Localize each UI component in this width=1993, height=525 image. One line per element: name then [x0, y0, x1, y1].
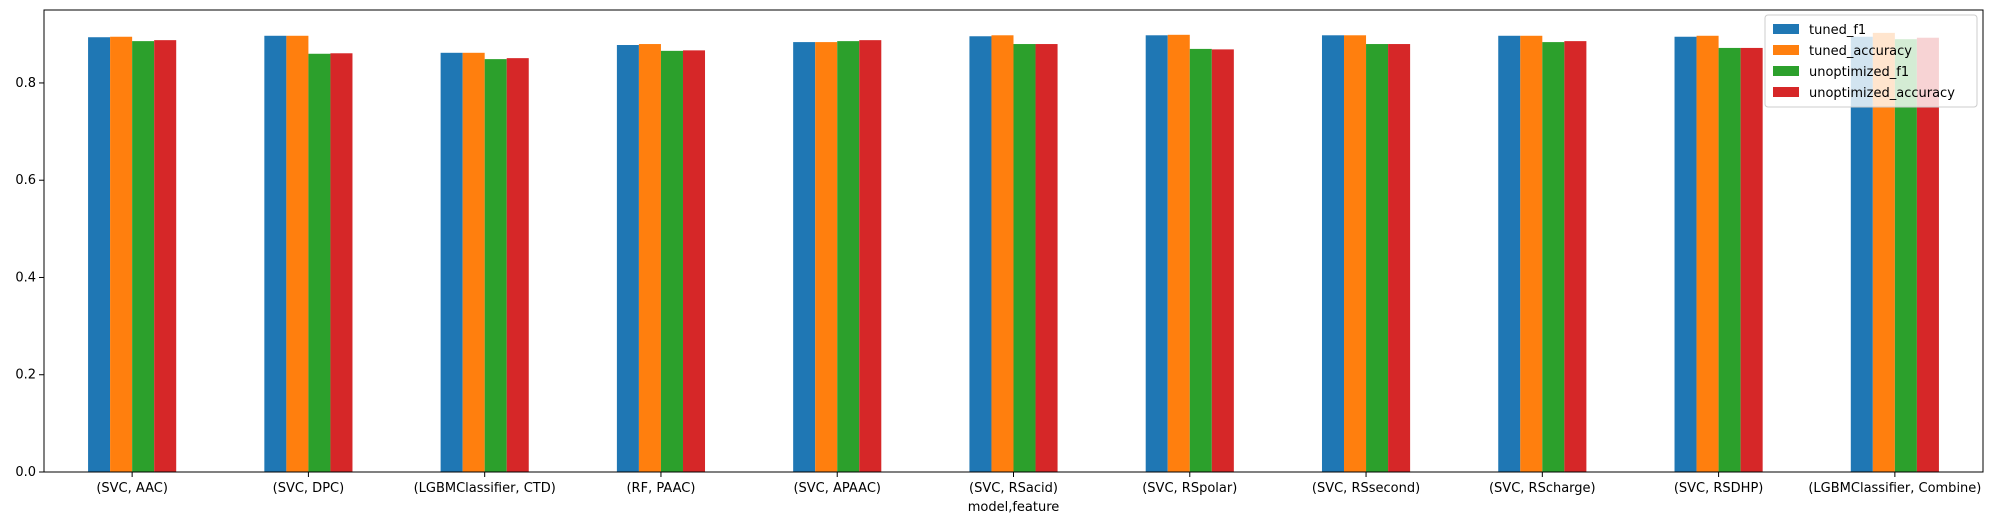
- bar-unoptimized-accuracy-0: [154, 40, 177, 472]
- legend-swatch-tuned-f1: [1773, 24, 1799, 34]
- x-tick-label: (SVC, RSacid): [969, 481, 1058, 496]
- bar-unoptimized-accuracy-2: [506, 58, 529, 472]
- bar-tuned-f1-9: [1674, 36, 1697, 472]
- bar-tuned-f1-3: [616, 45, 639, 472]
- bar-tuned-f1-2: [440, 52, 463, 473]
- legend-label-unoptimized-f1: unoptimized_f1: [1809, 65, 1909, 80]
- x-tick-label: (SVC, DPC): [273, 481, 345, 496]
- bar-tuned-accuracy-1: [286, 35, 309, 472]
- bar-tuned-accuracy-9: [1696, 35, 1719, 472]
- bar-unoptimized-f1-3: [660, 50, 683, 472]
- x-axis-label: model,feature: [968, 500, 1060, 515]
- bar-tuned-accuracy-7: [1344, 35, 1367, 472]
- y-axis: 0.0 0.2 0.4 0.6 0.8: [15, 76, 44, 480]
- legend-label-unoptimized-accuracy: unoptimized_accuracy: [1809, 86, 1955, 101]
- y-tick-label: 0.6: [15, 173, 36, 188]
- bar-unoptimized-accuracy-5: [1035, 44, 1058, 472]
- bar-tuned-f1-8: [1498, 35, 1521, 472]
- bars-group: [88, 32, 1939, 473]
- bar-unoptimized-f1-5: [1013, 44, 1036, 472]
- bar-tuned-accuracy-8: [1520, 35, 1543, 472]
- bar-unoptimized-f1-7: [1366, 44, 1389, 472]
- x-axis: (SVC, AAC) (SVC, DPC) (LGBMClassifier, CTD…: [96, 472, 1981, 496]
- x-tick-label: (SVC, APAAC): [793, 481, 881, 496]
- bar-unoptimized-accuracy-7: [1388, 44, 1411, 472]
- bar-unoptimized-f1-4: [837, 41, 860, 473]
- bar-tuned-f1-6: [1145, 35, 1168, 472]
- x-tick-label: (SVC, RSDHP): [1674, 481, 1764, 496]
- bar-unoptimized-f1-0: [132, 41, 155, 473]
- bar-tuned-accuracy-0: [110, 36, 133, 472]
- legend: tuned_f1 tuned_accuracy unoptimized_f1unop…: [1764, 14, 1978, 108]
- y-tick-label: 0.4: [15, 270, 36, 285]
- bar-tuned-f1-7: [1321, 35, 1345, 472]
- bar-unoptimized-f1-10: [1894, 39, 1917, 472]
- bar-tuned-f1-1: [264, 35, 287, 472]
- bar-unoptimized-accuracy-9: [1740, 47, 1763, 473]
- bar-tuned-f1-4: [793, 42, 816, 473]
- bar-tuned-accuracy-5: [991, 35, 1014, 472]
- legend-swatch-unoptimized-f1: [1773, 66, 1799, 76]
- x-tick-label: (SVC, RSpolar): [1142, 481, 1237, 496]
- legend-label-tuned-f1: tuned_f1: [1809, 23, 1866, 38]
- legend-swatch-tuned-accuracy: [1773, 45, 1799, 55]
- legend-swatch-unoptimized-accuracy: [1773, 87, 1799, 97]
- bar-tuned-f1-0: [88, 37, 111, 473]
- bar-unoptimized-f1-2: [484, 59, 507, 473]
- bar-unoptimized-f1-1: [308, 53, 331, 472]
- bar-unoptimized-accuracy-8: [1564, 41, 1587, 473]
- x-tick-label: (LGBMClassifier, CTD): [414, 481, 556, 496]
- bar-unoptimized-f1-6: [1189, 48, 1212, 472]
- x-tick-label: (SVC, RSsecond): [1312, 481, 1420, 496]
- bar-tuned-f1-5: [969, 36, 992, 473]
- x-tick-label: (SVC, RScharge): [1489, 481, 1596, 496]
- bar-tuned-f1-10: [1850, 36, 1873, 472]
- bar-tuned-accuracy-6: [1167, 34, 1190, 473]
- x-tick-label: (SVC, AAC): [96, 481, 168, 496]
- bar-unoptimized-accuracy-6: [1211, 49, 1234, 473]
- x-tick-label: (RF, PAAC): [626, 481, 695, 496]
- bar-unoptimized-f1-8: [1542, 42, 1565, 473]
- y-tick-label: 0.0: [15, 465, 36, 480]
- legend-label-tuned-accuracy: tuned_accuracy: [1809, 44, 1912, 59]
- legend-box: [1764, 14, 1978, 108]
- bar-tuned-accuracy-4: [815, 42, 838, 473]
- bar-tuned-accuracy-10: [1872, 32, 1895, 472]
- y-tick-label: 0.8: [15, 76, 36, 91]
- bar-unoptimized-accuracy-1: [330, 53, 353, 472]
- bar-tuned-accuracy-3: [638, 44, 661, 472]
- bar-unoptimized-f1-9: [1718, 47, 1741, 473]
- bar-unoptimized-accuracy-10: [1916, 37, 1939, 472]
- y-tick-label: 0.2: [15, 368, 36, 383]
- bar-unoptimized-accuracy-3: [682, 50, 706, 473]
- bar-tuned-accuracy-2: [462, 52, 485, 473]
- x-tick-label: (LGBMClassifier, Combine): [1808, 481, 1981, 496]
- bar-unoptimized-accuracy-4: [859, 40, 882, 472]
